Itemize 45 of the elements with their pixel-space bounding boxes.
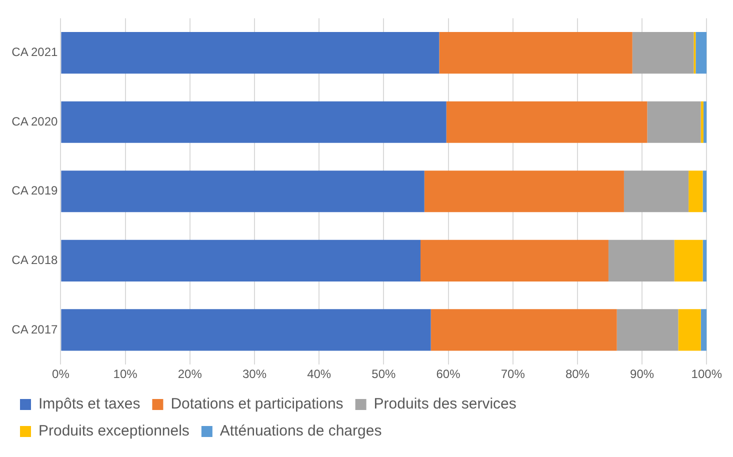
legend-label: Atténuations de charges [220, 422, 382, 440]
bar [61, 101, 446, 143]
bar [647, 101, 701, 143]
legend-label: Dotations et participations [170, 396, 344, 413]
bar [624, 170, 689, 212]
x-tick-label: 10% [113, 367, 138, 382]
bar [688, 170, 703, 212]
y-tick-label: CA 2017 [12, 322, 58, 336]
bar [61, 240, 420, 282]
x-tick-label: 80% [565, 367, 590, 382]
x-tick-label: 30% [242, 367, 267, 382]
bar [61, 309, 431, 351]
y-tick-label: CA 2021 [12, 45, 58, 60]
bar [696, 32, 707, 74]
x-tick-label: 70% [500, 367, 526, 382]
x-tick-label: 20% [178, 367, 202, 382]
bar [439, 32, 632, 74]
x-tick-label: 90% [630, 367, 654, 382]
bar [424, 170, 624, 212]
x-tick-label: 100% [691, 367, 722, 382]
bar [632, 32, 694, 74]
x-tick-label: 50% [372, 367, 396, 382]
bar [674, 240, 703, 282]
bar [703, 101, 707, 143]
x-tick-label: 0% [52, 367, 70, 382]
y-tick-label: CA 2020 [12, 114, 58, 128]
x-tick-label: 60% [436, 367, 461, 382]
bar [446, 101, 648, 143]
bar [700, 309, 707, 351]
bar [608, 240, 674, 282]
bar [430, 309, 617, 351]
bar [420, 240, 608, 282]
y-tick-label: CA 2019 [12, 184, 58, 198]
x-tick-label: 40% [307, 367, 332, 382]
bar [702, 240, 707, 282]
bar [678, 309, 701, 351]
legend-label: Produits des services [374, 396, 516, 413]
bar [700, 101, 704, 143]
y-tick-label: CA 2018 [12, 252, 58, 267]
legend-label: Produits exceptionnels [38, 422, 190, 440]
bar [702, 170, 707, 212]
legend-label: Impôts et taxes [38, 396, 140, 413]
bar [61, 170, 424, 212]
bar [616, 309, 678, 351]
bar [61, 32, 440, 74]
